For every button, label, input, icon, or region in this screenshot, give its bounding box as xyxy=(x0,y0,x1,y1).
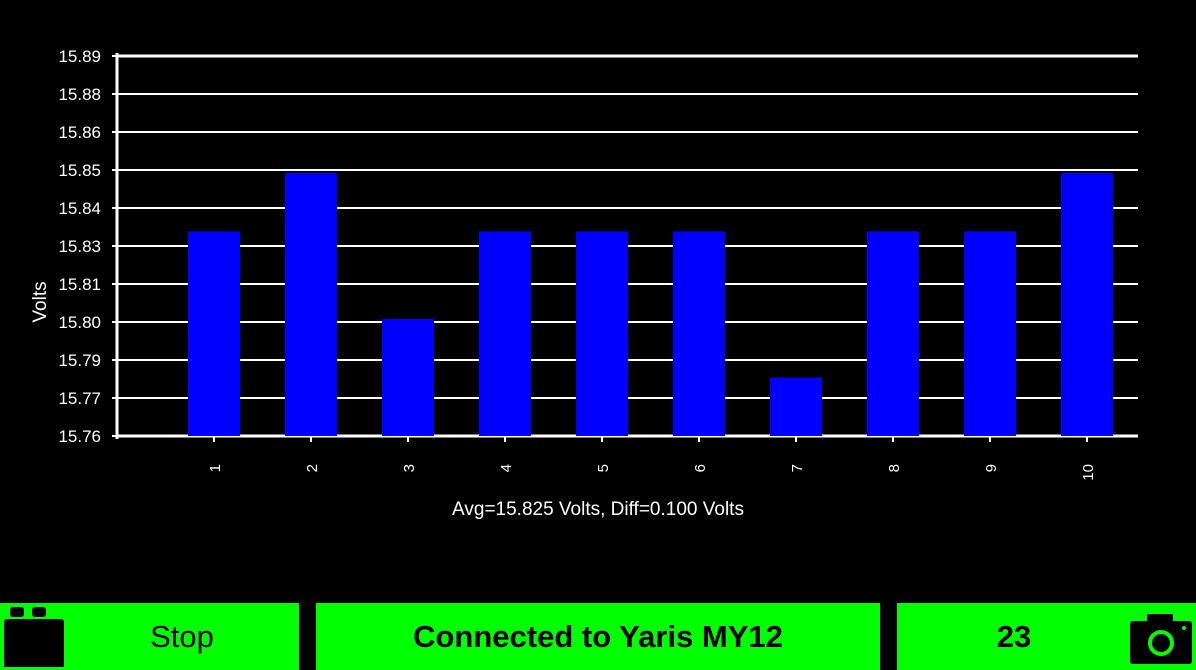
y-tick-label: 15.85 xyxy=(58,161,101,180)
y-tick-label: 15.89 xyxy=(58,47,101,66)
y-tick-label: 15.86 xyxy=(58,123,101,142)
stop-button[interactable]: Stop xyxy=(0,603,299,670)
y-tick-label: 15.76 xyxy=(58,427,101,446)
x-tick-label: 1 xyxy=(207,464,224,472)
bar-10 xyxy=(1061,172,1113,436)
y-tick-label: 15.79 xyxy=(58,351,101,370)
x-tick-label: 4 xyxy=(498,464,515,472)
x-tick-label: 5 xyxy=(595,464,612,472)
bar-1 xyxy=(188,231,240,436)
bar-2 xyxy=(285,172,337,436)
x-tick-label: 10 xyxy=(1080,464,1097,481)
bar-5 xyxy=(576,231,628,436)
x-tick-label: 8 xyxy=(886,464,903,472)
connection-status-text: Connected to Yaris MY12 xyxy=(413,618,783,654)
x-tick-label: 9 xyxy=(983,464,1000,472)
bar-chart: 15.76 15.77 15.79 15.80 15.81 15.83 15.84 15.85… xyxy=(30,47,1138,520)
y-tick-label: 15.83 xyxy=(58,237,101,256)
bar-9 xyxy=(964,231,1016,436)
camera-icon xyxy=(1130,614,1192,664)
y-tick-label: 15.81 xyxy=(58,275,101,294)
bar-6 xyxy=(673,231,725,436)
y-tick-label: 15.77 xyxy=(58,389,101,408)
battery-icon xyxy=(4,607,64,667)
x-tick-label: 6 xyxy=(692,464,709,472)
bar-3 xyxy=(382,319,434,436)
y-tick-label: 15.80 xyxy=(58,313,101,332)
count-value: 23 xyxy=(996,618,1032,654)
x-axis-label: Avg=15.825 Volts, Diff=0.100 Volts xyxy=(452,499,744,520)
x-tick-label: 7 xyxy=(789,464,806,472)
y-tick-label: 15.84 xyxy=(58,199,101,218)
snapshot-button[interactable]: 23 xyxy=(897,603,1196,670)
stop-label: Stop xyxy=(150,618,214,654)
bar-7 xyxy=(770,377,822,436)
bar-8 xyxy=(867,231,919,436)
y-axis-label: Volts xyxy=(30,281,51,322)
x-tick-label: 2 xyxy=(304,464,321,472)
bar-4 xyxy=(479,231,531,436)
y-tick-label: 15.88 xyxy=(58,85,101,104)
x-tick-label: 3 xyxy=(401,464,418,472)
connection-status: Connected to Yaris MY12 xyxy=(316,603,880,670)
